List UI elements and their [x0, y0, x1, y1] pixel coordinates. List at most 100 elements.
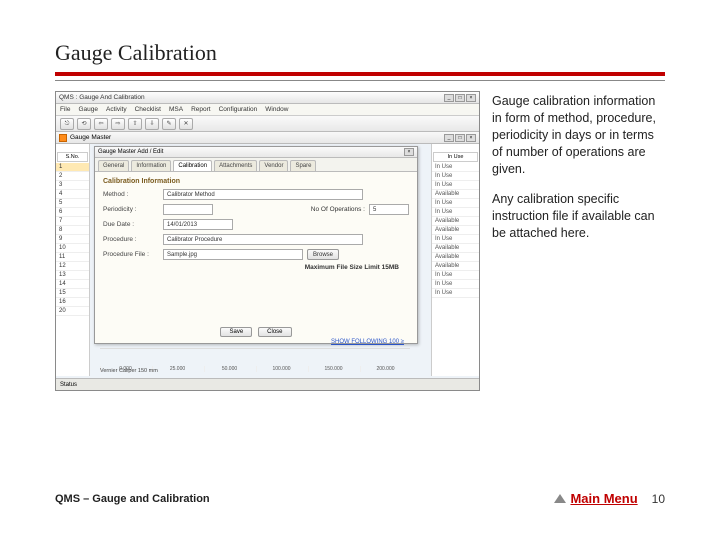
status-cell: Available	[432, 253, 479, 262]
toolbar-btn-7[interactable]: ✎	[162, 118, 176, 130]
sn-row[interactable]: 15	[56, 289, 89, 298]
menu-report[interactable]: Report	[191, 106, 211, 113]
menu-window[interactable]: Window	[265, 106, 288, 113]
sn-row[interactable]: 4	[56, 190, 89, 199]
menu-configuration[interactable]: Configuration	[219, 106, 258, 113]
slide-title: Gauge Calibration	[55, 40, 665, 66]
status-cell: Available	[432, 226, 479, 235]
noops-input[interactable]: 5	[369, 204, 409, 215]
toolbar-btn-4[interactable]: ⇨	[111, 118, 125, 130]
status-bar: Status	[56, 378, 479, 390]
tab-attachments[interactable]: Attachments	[214, 160, 257, 171]
inner-window-titlebar: Gauge Master _ □ ×	[56, 132, 479, 144]
title-underline	[55, 72, 665, 76]
app-menubar: File Gauge Activity Checklist MSA Report…	[56, 104, 479, 116]
menu-gauge[interactable]: Gauge	[78, 106, 98, 113]
chart-tick: 100.000	[256, 366, 306, 372]
noops-label: No Of Operations :	[311, 206, 365, 213]
status-cell: Available	[432, 244, 479, 253]
toolbar-btn-8[interactable]: ✕	[179, 118, 193, 130]
gauge-master-dialog: Gauge Master Add / Edit × General Inform…	[94, 146, 418, 344]
sn-row[interactable]: 9	[56, 235, 89, 244]
sn-row[interactable]: 16	[56, 298, 89, 307]
close-window-button[interactable]: ×	[466, 94, 476, 102]
tab-general[interactable]: General	[98, 160, 129, 171]
sn-row[interactable]: 1	[56, 163, 89, 172]
description-paragraph-1: Gauge calibration information in form of…	[492, 93, 665, 177]
description-paragraph-2: Any calibration specific instruction fil…	[492, 191, 665, 242]
app-window: QMS : Gauge And Calibration _ □ × File G…	[55, 91, 480, 391]
periodicity-input[interactable]	[163, 204, 213, 215]
inner-window-title: Gauge Master	[70, 134, 111, 141]
sn-row[interactable]: 14	[56, 280, 89, 289]
right-status-pane: In Use In UseIn UseIn UseAvailableIn Use…	[431, 144, 479, 376]
toolbar-btn-1[interactable]: ⎋	[60, 118, 74, 130]
method-input[interactable]: Calibrator Method	[163, 189, 363, 200]
show-following-link[interactable]: SHOW FOLLOWING 100 ≥	[331, 339, 404, 345]
sn-row[interactable]: 12	[56, 262, 89, 271]
status-cell: In Use	[432, 163, 479, 172]
tab-information[interactable]: Information	[131, 160, 171, 171]
tab-vendor[interactable]: Vendor	[259, 160, 288, 171]
sn-row[interactable]: 6	[56, 208, 89, 217]
right-header: In Use	[433, 152, 478, 162]
dialog-close-button[interactable]: ×	[404, 148, 414, 156]
main-body: S.No. 1234567891011121314151620 Gauge Ma…	[56, 144, 479, 376]
chart-area: SHOW FOLLOWING 100 ≥ 0.000 25.000 50.000…	[100, 348, 410, 372]
dialog-body: Calibration Information Method : Calibra…	[95, 172, 417, 277]
inner-close-button[interactable]: ×	[466, 134, 476, 142]
procedure-input[interactable]: Calibrator Procedure	[163, 234, 363, 245]
app-titlebar: QMS : Gauge And Calibration _ □ ×	[56, 92, 479, 104]
sn-row[interactable]: 2	[56, 172, 89, 181]
title-underline-thin	[55, 80, 665, 81]
minimize-button[interactable]: _	[444, 94, 454, 102]
toolbar-btn-2[interactable]: ⟲	[77, 118, 91, 130]
toolbar-btn-5[interactable]: ⇧	[128, 118, 142, 130]
sn-row[interactable]: 8	[56, 226, 89, 235]
toolbar-btn-6[interactable]: ⇩	[145, 118, 159, 130]
inner-maximize-button[interactable]: □	[455, 134, 465, 142]
sn-row[interactable]: 20	[56, 307, 89, 316]
tab-spare[interactable]: Spare	[290, 160, 316, 171]
dialog-titlebar: Gauge Master Add / Edit ×	[95, 147, 417, 158]
max-file-size-label: Maximum File Size Limit 15MB	[103, 264, 409, 271]
sn-row[interactable]: 3	[56, 181, 89, 190]
status-cell: Available	[432, 217, 479, 226]
dialog-tabs: General Information Calibration Attachme…	[95, 158, 417, 172]
chart-tick: 25.000	[152, 366, 202, 372]
inner-minimize-button[interactable]: _	[444, 134, 454, 142]
close-button[interactable]: Close	[258, 327, 291, 337]
chart-tick: 50.000	[204, 366, 254, 372]
page-number: 10	[652, 492, 665, 506]
menu-file[interactable]: File	[60, 106, 70, 113]
maximize-button[interactable]: □	[455, 94, 465, 102]
procedure-label: Procedure :	[103, 236, 159, 243]
center-pane: Gauge Master Add / Edit × General Inform…	[90, 144, 431, 376]
toolbar-btn-3[interactable]: ⇦	[94, 118, 108, 130]
up-arrow-icon	[554, 494, 566, 503]
procfile-input[interactable]: Sample.jpg	[163, 249, 303, 260]
periodicity-label: Periodicity :	[103, 206, 159, 213]
sn-row[interactable]: 11	[56, 253, 89, 262]
method-label: Method :	[103, 191, 159, 198]
status-cell: Available	[432, 190, 479, 199]
duedate-input[interactable]: 14/01/2013	[163, 219, 233, 230]
app-window-title: QMS : Gauge And Calibration	[59, 94, 145, 101]
tab-calibration[interactable]: Calibration	[173, 160, 212, 171]
menu-activity[interactable]: Activity	[106, 106, 127, 113]
main-menu-label: Main Menu	[570, 491, 637, 506]
sn-row[interactable]: 13	[56, 271, 89, 280]
menu-checklist[interactable]: Checklist	[135, 106, 161, 113]
menu-msa[interactable]: MSA	[169, 106, 183, 113]
status-cell: In Use	[432, 172, 479, 181]
sn-header: S.No.	[57, 152, 88, 162]
chart-tick: 150.000	[308, 366, 358, 372]
main-menu-link[interactable]: Main Menu	[554, 491, 637, 506]
sn-row[interactable]: 10	[56, 244, 89, 253]
browse-button[interactable]: Browse	[307, 249, 339, 260]
save-button[interactable]: Save	[220, 327, 252, 337]
sn-row[interactable]: 5	[56, 199, 89, 208]
duedate-label: Due Date :	[103, 221, 159, 228]
sn-row[interactable]: 7	[56, 217, 89, 226]
status-cell: In Use	[432, 199, 479, 208]
